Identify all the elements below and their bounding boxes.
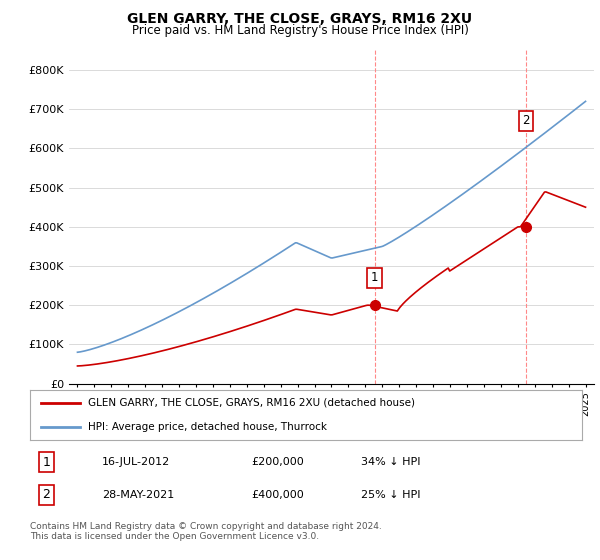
Text: Contains HM Land Registry data © Crown copyright and database right 2024.
This d: Contains HM Land Registry data © Crown c…	[30, 522, 382, 542]
Text: 2: 2	[523, 114, 530, 128]
Text: HPI: Average price, detached house, Thurrock: HPI: Average price, detached house, Thur…	[88, 422, 327, 432]
Text: 25% ↓ HPI: 25% ↓ HPI	[361, 490, 421, 500]
Text: Price paid vs. HM Land Registry's House Price Index (HPI): Price paid vs. HM Land Registry's House …	[131, 24, 469, 37]
Text: 34% ↓ HPI: 34% ↓ HPI	[361, 457, 421, 467]
Text: £200,000: £200,000	[251, 457, 304, 467]
Text: 1: 1	[371, 271, 378, 284]
Text: GLEN GARRY, THE CLOSE, GRAYS, RM16 2XU: GLEN GARRY, THE CLOSE, GRAYS, RM16 2XU	[127, 12, 473, 26]
Text: 28-MAY-2021: 28-MAY-2021	[102, 490, 174, 500]
Text: 16-JUL-2012: 16-JUL-2012	[102, 457, 170, 467]
Text: 1: 1	[43, 455, 50, 469]
Text: GLEN GARRY, THE CLOSE, GRAYS, RM16 2XU (detached house): GLEN GARRY, THE CLOSE, GRAYS, RM16 2XU (…	[88, 398, 415, 408]
Text: 2: 2	[43, 488, 50, 501]
Text: £400,000: £400,000	[251, 490, 304, 500]
